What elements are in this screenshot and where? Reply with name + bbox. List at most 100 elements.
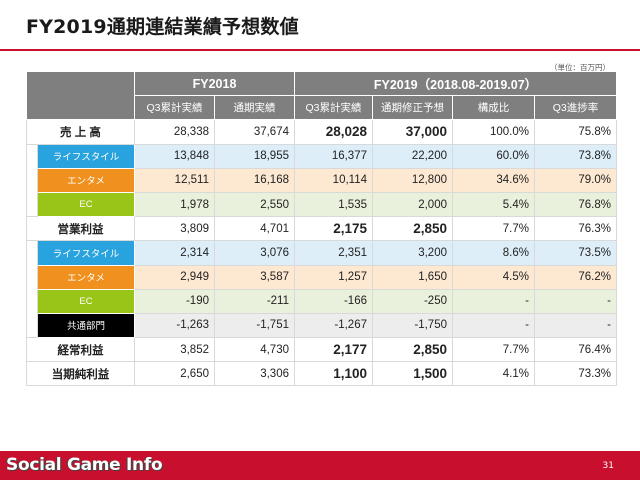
table-row-ordinary-profit: 経常利益 3,852 4,730 2,177 2,850 7.7% 76.4% — [26, 337, 617, 363]
segment-label-entertainment: エンタメ — [37, 264, 135, 290]
row-label: 売 上 高 — [26, 119, 135, 145]
table-cell: 79.0% — [534, 167, 617, 193]
table-cell: 2,177 — [294, 337, 373, 363]
header-row-columns: Q3累計実績 通期実績 Q3累計実績 通期修正予想 構成比 Q3進捗率 — [27, 95, 617, 121]
table-cell: - — [452, 312, 535, 339]
table-cell: - — [452, 288, 535, 314]
table-cell: 73.8% — [534, 143, 617, 169]
table-cell: 4.1% — [452, 361, 535, 387]
column-header: Q3累計実績 — [294, 95, 373, 121]
table-cell: 16,168 — [214, 167, 295, 193]
table-row-net-profit: 当期純利益 2,650 3,306 1,100 1,500 4.1% 73.3% — [26, 361, 617, 387]
table-cell: 2,550 — [214, 191, 295, 218]
title-divider — [0, 49, 640, 51]
table-cell: 3,200 — [372, 240, 453, 266]
segment-label-common: 共通部門 — [37, 312, 135, 339]
table-row-op-common: 共通部門 -1,263 -1,751 -1,267 -1,750 - - — [26, 312, 617, 339]
table-cell: -250 — [372, 288, 453, 314]
table-cell: - — [534, 288, 617, 314]
table-cell: 12,800 — [372, 167, 453, 193]
table-cell: 1,257 — [294, 264, 373, 290]
table-cell: -166 — [294, 288, 373, 314]
table-cell: 2,175 — [294, 216, 373, 242]
table-cell: 2,650 — [134, 361, 215, 387]
table-cell: 75.8% — [534, 119, 617, 145]
table-cell: 2,351 — [294, 240, 373, 266]
row-label: 営業利益 — [26, 216, 135, 242]
table-row-operating-profit: 営業利益 3,809 4,701 2,175 2,850 7.7% 76.3% — [26, 216, 617, 242]
table-cell: 2,000 — [372, 191, 453, 218]
segment-label-entertainment: エンタメ — [37, 167, 135, 193]
table-cell: 1,650 — [372, 264, 453, 290]
table-cell: -1,263 — [134, 312, 215, 339]
table-cell: 7.7% — [452, 337, 535, 363]
table-cell: 13,848 — [134, 143, 215, 169]
segment-label-ec: EC — [37, 288, 135, 314]
table-cell: 1,535 — [294, 191, 373, 218]
unit-note: （単位：百万円） — [550, 63, 610, 72]
table-cell: 28,028 — [294, 119, 373, 145]
table-cell: 2,314 — [134, 240, 215, 266]
column-header: 通期実績 — [214, 95, 295, 121]
table-cell: 76.4% — [534, 337, 617, 363]
table-cell: 3,852 — [134, 337, 215, 363]
page-title: FY2019通期連結業績予想数値 — [26, 16, 299, 38]
header-fy2018: FY2018 — [134, 70, 295, 97]
table-cell: 18,955 — [214, 143, 295, 169]
column-header: Q3累計実績 — [134, 95, 215, 121]
table-cell: 5.4% — [452, 191, 535, 218]
table-cell: 76.2% — [534, 264, 617, 290]
segment-label-lifestyle: ライフスタイル — [37, 143, 135, 169]
table-row-sales: 売 上 高 28,338 37,674 28,028 37,000 100.0%… — [26, 119, 617, 145]
table-cell: 60.0% — [452, 143, 535, 169]
table-cell: 37,674 — [214, 119, 295, 145]
table-cell: 2,850 — [372, 216, 453, 242]
table-cell: 4.5% — [452, 264, 535, 290]
site-logo: Social Game Info — [6, 455, 163, 475]
table-cell: - — [534, 312, 617, 339]
footer-bar — [0, 451, 640, 480]
table-cell: -1,750 — [372, 312, 453, 339]
table-cell: 73.5% — [534, 240, 617, 266]
table-row-sales-ec: EC 1,978 2,550 1,535 2,000 5.4% 76.8% — [26, 191, 617, 218]
forecast-table: FY2018 FY2019（2018.08-2019.07） Q3累計実績 通期… — [26, 70, 617, 387]
table-cell: 73.3% — [534, 361, 617, 387]
table-cell: 1,100 — [294, 361, 373, 387]
table-cell: 3,076 — [214, 240, 295, 266]
table-cell: -1,751 — [214, 312, 295, 339]
table-cell: 10,114 — [294, 167, 373, 193]
table-cell: 12,511 — [134, 167, 215, 193]
table-row-op-entertainment: エンタメ 2,949 3,587 1,257 1,650 4.5% 76.2% — [26, 264, 617, 290]
table-row-sales-lifestyle: ライフスタイル 13,848 18,955 16,377 22,200 60.0… — [26, 143, 617, 169]
table-cell: 4,701 — [214, 216, 295, 242]
row-label: 経常利益 — [26, 337, 135, 363]
page-number: 31 — [602, 461, 614, 471]
header-row-years: FY2018 FY2019（2018.08-2019.07） — [26, 70, 617, 121]
table-cell: 3,587 — [214, 264, 295, 290]
segment-label-ec: EC — [37, 191, 135, 218]
header-fy2019: FY2019（2018.08-2019.07） — [294, 70, 617, 97]
table-cell: -1,267 — [294, 312, 373, 339]
table-cell: 8.6% — [452, 240, 535, 266]
table-cell: 3,809 — [134, 216, 215, 242]
table-cell: 100.0% — [452, 119, 535, 145]
table-cell: 37,000 — [372, 119, 453, 145]
table-cell: 34.6% — [452, 167, 535, 193]
table-cell: 1,978 — [134, 191, 215, 218]
table-row-op-lifestyle: ライフスタイル 2,314 3,076 2,351 3,200 8.6% 73.… — [26, 240, 617, 266]
header-corner — [26, 70, 135, 121]
table-cell: 76.8% — [534, 191, 617, 218]
table-cell: 2,850 — [372, 337, 453, 363]
column-header: Q3進捗率 — [534, 95, 617, 121]
row-label: 当期純利益 — [26, 361, 135, 387]
table-cell: 4,730 — [214, 337, 295, 363]
table-cell: 16,377 — [294, 143, 373, 169]
table-cell: -211 — [214, 288, 295, 314]
table-row-op-ec: EC -190 -211 -166 -250 - - — [26, 288, 617, 314]
table-cell: 3,306 — [214, 361, 295, 387]
table-cell: 1,500 — [372, 361, 453, 387]
table-cell: 28,338 — [134, 119, 215, 145]
column-header: 構成比 — [452, 95, 535, 121]
table-cell: 2,949 — [134, 264, 215, 290]
table-cell: 22,200 — [372, 143, 453, 169]
